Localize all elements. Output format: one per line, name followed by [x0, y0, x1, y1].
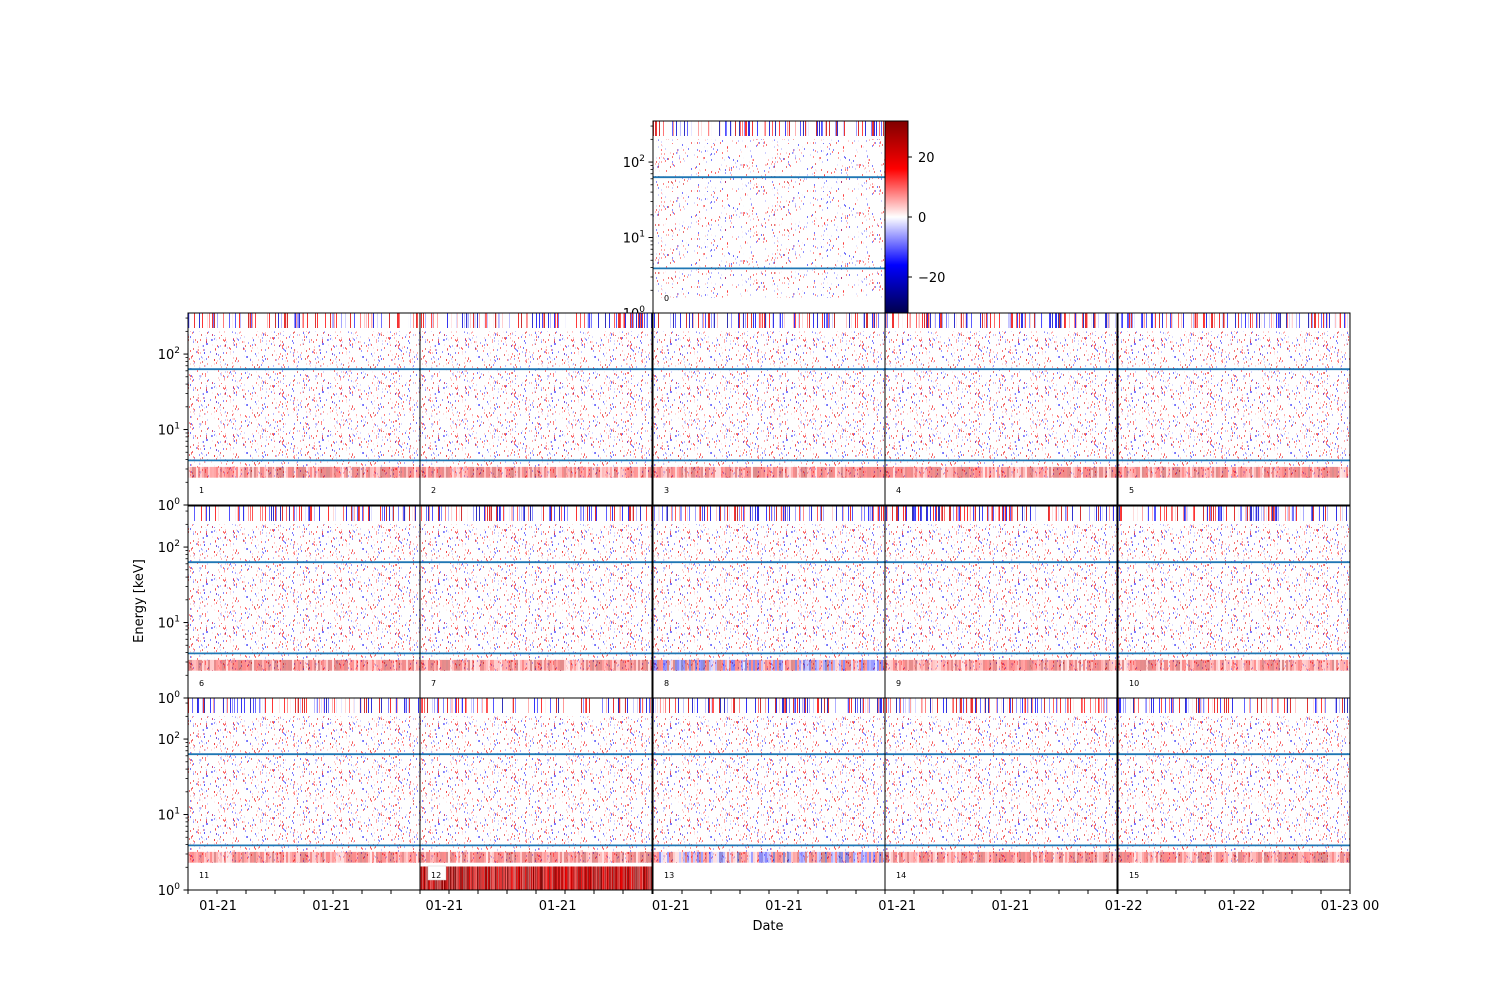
x-tick-label: 01-23 00	[1321, 899, 1379, 914]
x-tick-label: 01-21	[199, 899, 237, 914]
panel-4: 4	[884, 312, 1118, 506]
x-tick-label: 01-22	[1218, 899, 1256, 914]
panel-3: 3	[652, 312, 886, 506]
y-axis-11: 102 101 100	[158, 702, 188, 899]
colorbar: 20 0 −20	[884, 120, 945, 314]
panel-label-2: 2	[431, 486, 436, 495]
y-tick-label: 102	[158, 539, 180, 556]
x-axis-11	[187, 890, 421, 894]
panel-9: 9	[884, 505, 1118, 699]
panel-label-6: 6	[199, 679, 204, 688]
x-axis-14	[884, 890, 1118, 894]
panels-layer: 0102101100110210110023456102101100789101…	[158, 120, 1379, 914]
panel-15: 15	[1117, 697, 1351, 894]
y-tick-label: 100	[158, 497, 181, 514]
y-axis-title: Energy [keV]	[132, 559, 147, 643]
x-tick-label: 01-21	[652, 899, 690, 914]
panel-label-14: 14	[896, 871, 906, 880]
panel-label-1: 1	[199, 486, 204, 495]
panel-0: 0102101100	[623, 120, 886, 322]
panel-label-8: 8	[664, 679, 669, 688]
y-tick-label: 101	[623, 230, 645, 247]
y-axis-6: 102 101 100	[158, 510, 188, 707]
panel-frame-5	[1117, 312, 1351, 506]
panel-label-7: 7	[431, 679, 436, 688]
panel-2: 2	[419, 312, 653, 506]
panel-label-9: 9	[896, 679, 901, 688]
x-tick-label: 01-21	[765, 899, 803, 914]
panel-label-12: 12	[431, 871, 441, 880]
x-tick-label: 01-21	[426, 899, 464, 914]
panel-label-4: 4	[896, 486, 901, 495]
panel-label-0: 0	[664, 294, 669, 303]
panel-5: 5	[1117, 312, 1351, 506]
x-axis-title: Date	[752, 919, 783, 934]
x-axis-12	[419, 890, 653, 894]
panel-1: 1 102 101 100	[158, 312, 421, 514]
y-tick-label: 100	[158, 882, 181, 899]
panel-label-5: 5	[1129, 486, 1134, 495]
panel-7: 7	[419, 505, 653, 699]
panel-label-13: 13	[664, 871, 674, 880]
panel-11: 11 102 101 100	[158, 697, 421, 899]
panel-12: 12	[419, 697, 653, 894]
y-tick-label: 102	[623, 154, 645, 171]
panel-label-15: 15	[1129, 871, 1139, 880]
colorbar-tick-label: 0	[918, 211, 926, 226]
y-tick-label: 101	[158, 615, 180, 632]
panel-8: 8	[652, 505, 886, 699]
panel-frame-4	[884, 312, 1118, 506]
x-tick-label: 01-22	[1105, 899, 1143, 914]
y-tick-label: 102	[158, 346, 180, 363]
x-tick-label: 01-21	[992, 899, 1030, 914]
x-tick-label: 01-21	[539, 899, 577, 914]
panel-label-11: 11	[199, 871, 209, 880]
y-tick-label: 101	[158, 807, 180, 824]
y-tick-label: 100	[158, 690, 181, 707]
x-axis-15	[1117, 890, 1351, 894]
x-tick-label: 01-21	[878, 899, 916, 914]
panel-6: 6 102 101 100	[158, 505, 421, 707]
panel-10: 10	[1117, 505, 1351, 699]
y-axis-1: 102 101 100	[158, 317, 188, 514]
panel-label-10: 10	[1129, 679, 1139, 688]
x-axis-13	[652, 890, 886, 894]
colorbar-gradient	[885, 121, 908, 313]
y-tick-label: 102	[158, 731, 180, 748]
colorbar-tick-label: −20	[918, 271, 945, 286]
panel-label-3: 3	[664, 486, 669, 495]
colorbar-tick-label: 20	[918, 151, 935, 166]
panel-frame-2	[419, 312, 653, 506]
figure-labels: Date Energy [keV]	[132, 559, 784, 934]
x-tick-label: 01-21	[312, 899, 350, 914]
panel-14: 14	[884, 697, 1118, 894]
y-tick-label: 101	[158, 422, 180, 439]
x-tick-labels: 01-21 01-21 01-21 01-21 01-21 01-21 01-21 01-21…	[199, 899, 1379, 914]
panel-13: 13	[652, 697, 886, 894]
